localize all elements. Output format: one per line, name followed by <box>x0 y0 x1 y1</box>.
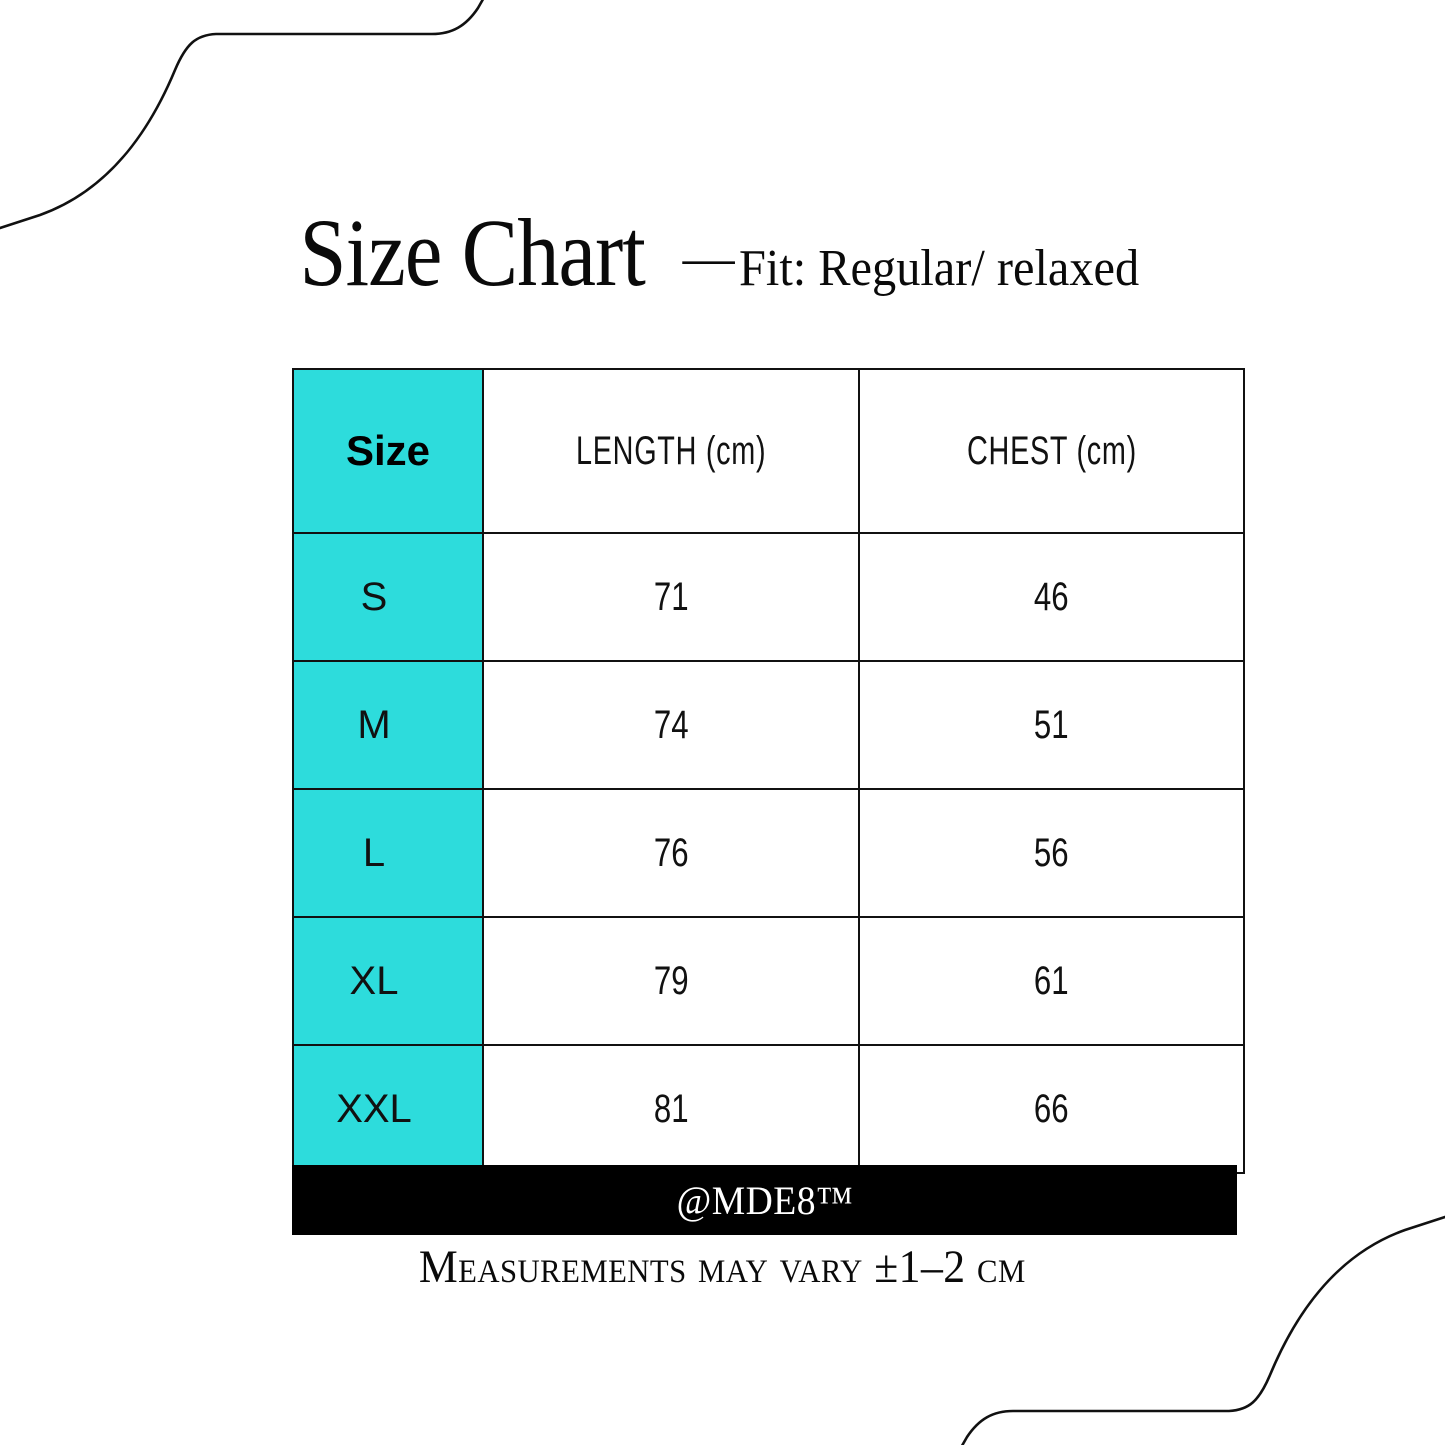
length-value: 81 <box>653 1086 689 1131</box>
cell-length: 76 <box>482 788 860 918</box>
decorative-curve-top-left <box>0 0 485 230</box>
chest-value: 56 <box>1034 830 1069 875</box>
brand-footer-bar: @MDE8™ <box>292 1165 1237 1235</box>
page-title-subtitle: Fit: Regular/ relaxed <box>738 240 1139 297</box>
page-title: Size Chart —Fit: Regular/ relaxed <box>0 205 1445 301</box>
length-value: 71 <box>653 574 689 619</box>
cell-size: S <box>292 532 484 662</box>
size-label: L <box>362 830 386 875</box>
cell-length: 81 <box>482 1044 860 1174</box>
table-row: S 71 46 <box>292 532 1245 662</box>
length-value: 74 <box>653 702 689 747</box>
cell-chest: 56 <box>858 788 1245 918</box>
header-cell-chest: CHEST (cm) <box>858 368 1245 534</box>
length-value: 76 <box>653 830 689 875</box>
table-row: XL 79 61 <box>292 916 1245 1046</box>
cell-length: 74 <box>482 660 860 790</box>
header-cell-length: LENGTH (cm) <box>482 368 860 534</box>
header-cell-size: Size <box>292 368 484 534</box>
size-chart-table: Size LENGTH (cm) CHEST (cm) S 71 46 <box>292 368 1245 1174</box>
table-row: XXL 81 66 <box>292 1044 1245 1174</box>
chest-value: 66 <box>1034 1086 1069 1131</box>
table-row: M 74 51 <box>292 660 1245 790</box>
cell-size: M <box>292 660 484 790</box>
table-header-row: Size LENGTH (cm) CHEST (cm) <box>292 368 1245 534</box>
size-label: M <box>357 702 391 747</box>
cell-length: 71 <box>482 532 860 662</box>
title-separator-dash: — <box>682 230 735 287</box>
disclaimer: Measurements may vary ±1–2 cm <box>0 1240 1445 1294</box>
size-label: XXL <box>336 1086 412 1131</box>
header-label-chest: CHEST (cm) <box>966 428 1137 473</box>
chest-value: 46 <box>1034 574 1069 619</box>
cell-chest: 51 <box>858 660 1245 790</box>
disclaimer-text: Measurements may vary ±1–2 cm <box>419 1241 1026 1293</box>
cell-length: 79 <box>482 916 860 1046</box>
cell-chest: 66 <box>858 1044 1245 1174</box>
size-label: XL <box>349 958 399 1003</box>
cell-size: XXL <box>292 1044 484 1174</box>
cell-chest: 61 <box>858 916 1245 1046</box>
brand-handle: @MDE8™ <box>676 1177 853 1223</box>
page-title-main: Size Chart <box>299 199 646 306</box>
cell-size: XL <box>292 916 484 1046</box>
cell-chest: 46 <box>858 532 1245 662</box>
chest-value: 51 <box>1034 702 1069 747</box>
header-label-length: LENGTH (cm) <box>575 428 767 473</box>
size-label: S <box>360 574 388 619</box>
chest-value: 61 <box>1034 958 1069 1003</box>
table-row: L 76 56 <box>292 788 1245 918</box>
header-label-size: Size <box>345 427 431 474</box>
length-value: 79 <box>653 958 689 1003</box>
cell-size: L <box>292 788 484 918</box>
